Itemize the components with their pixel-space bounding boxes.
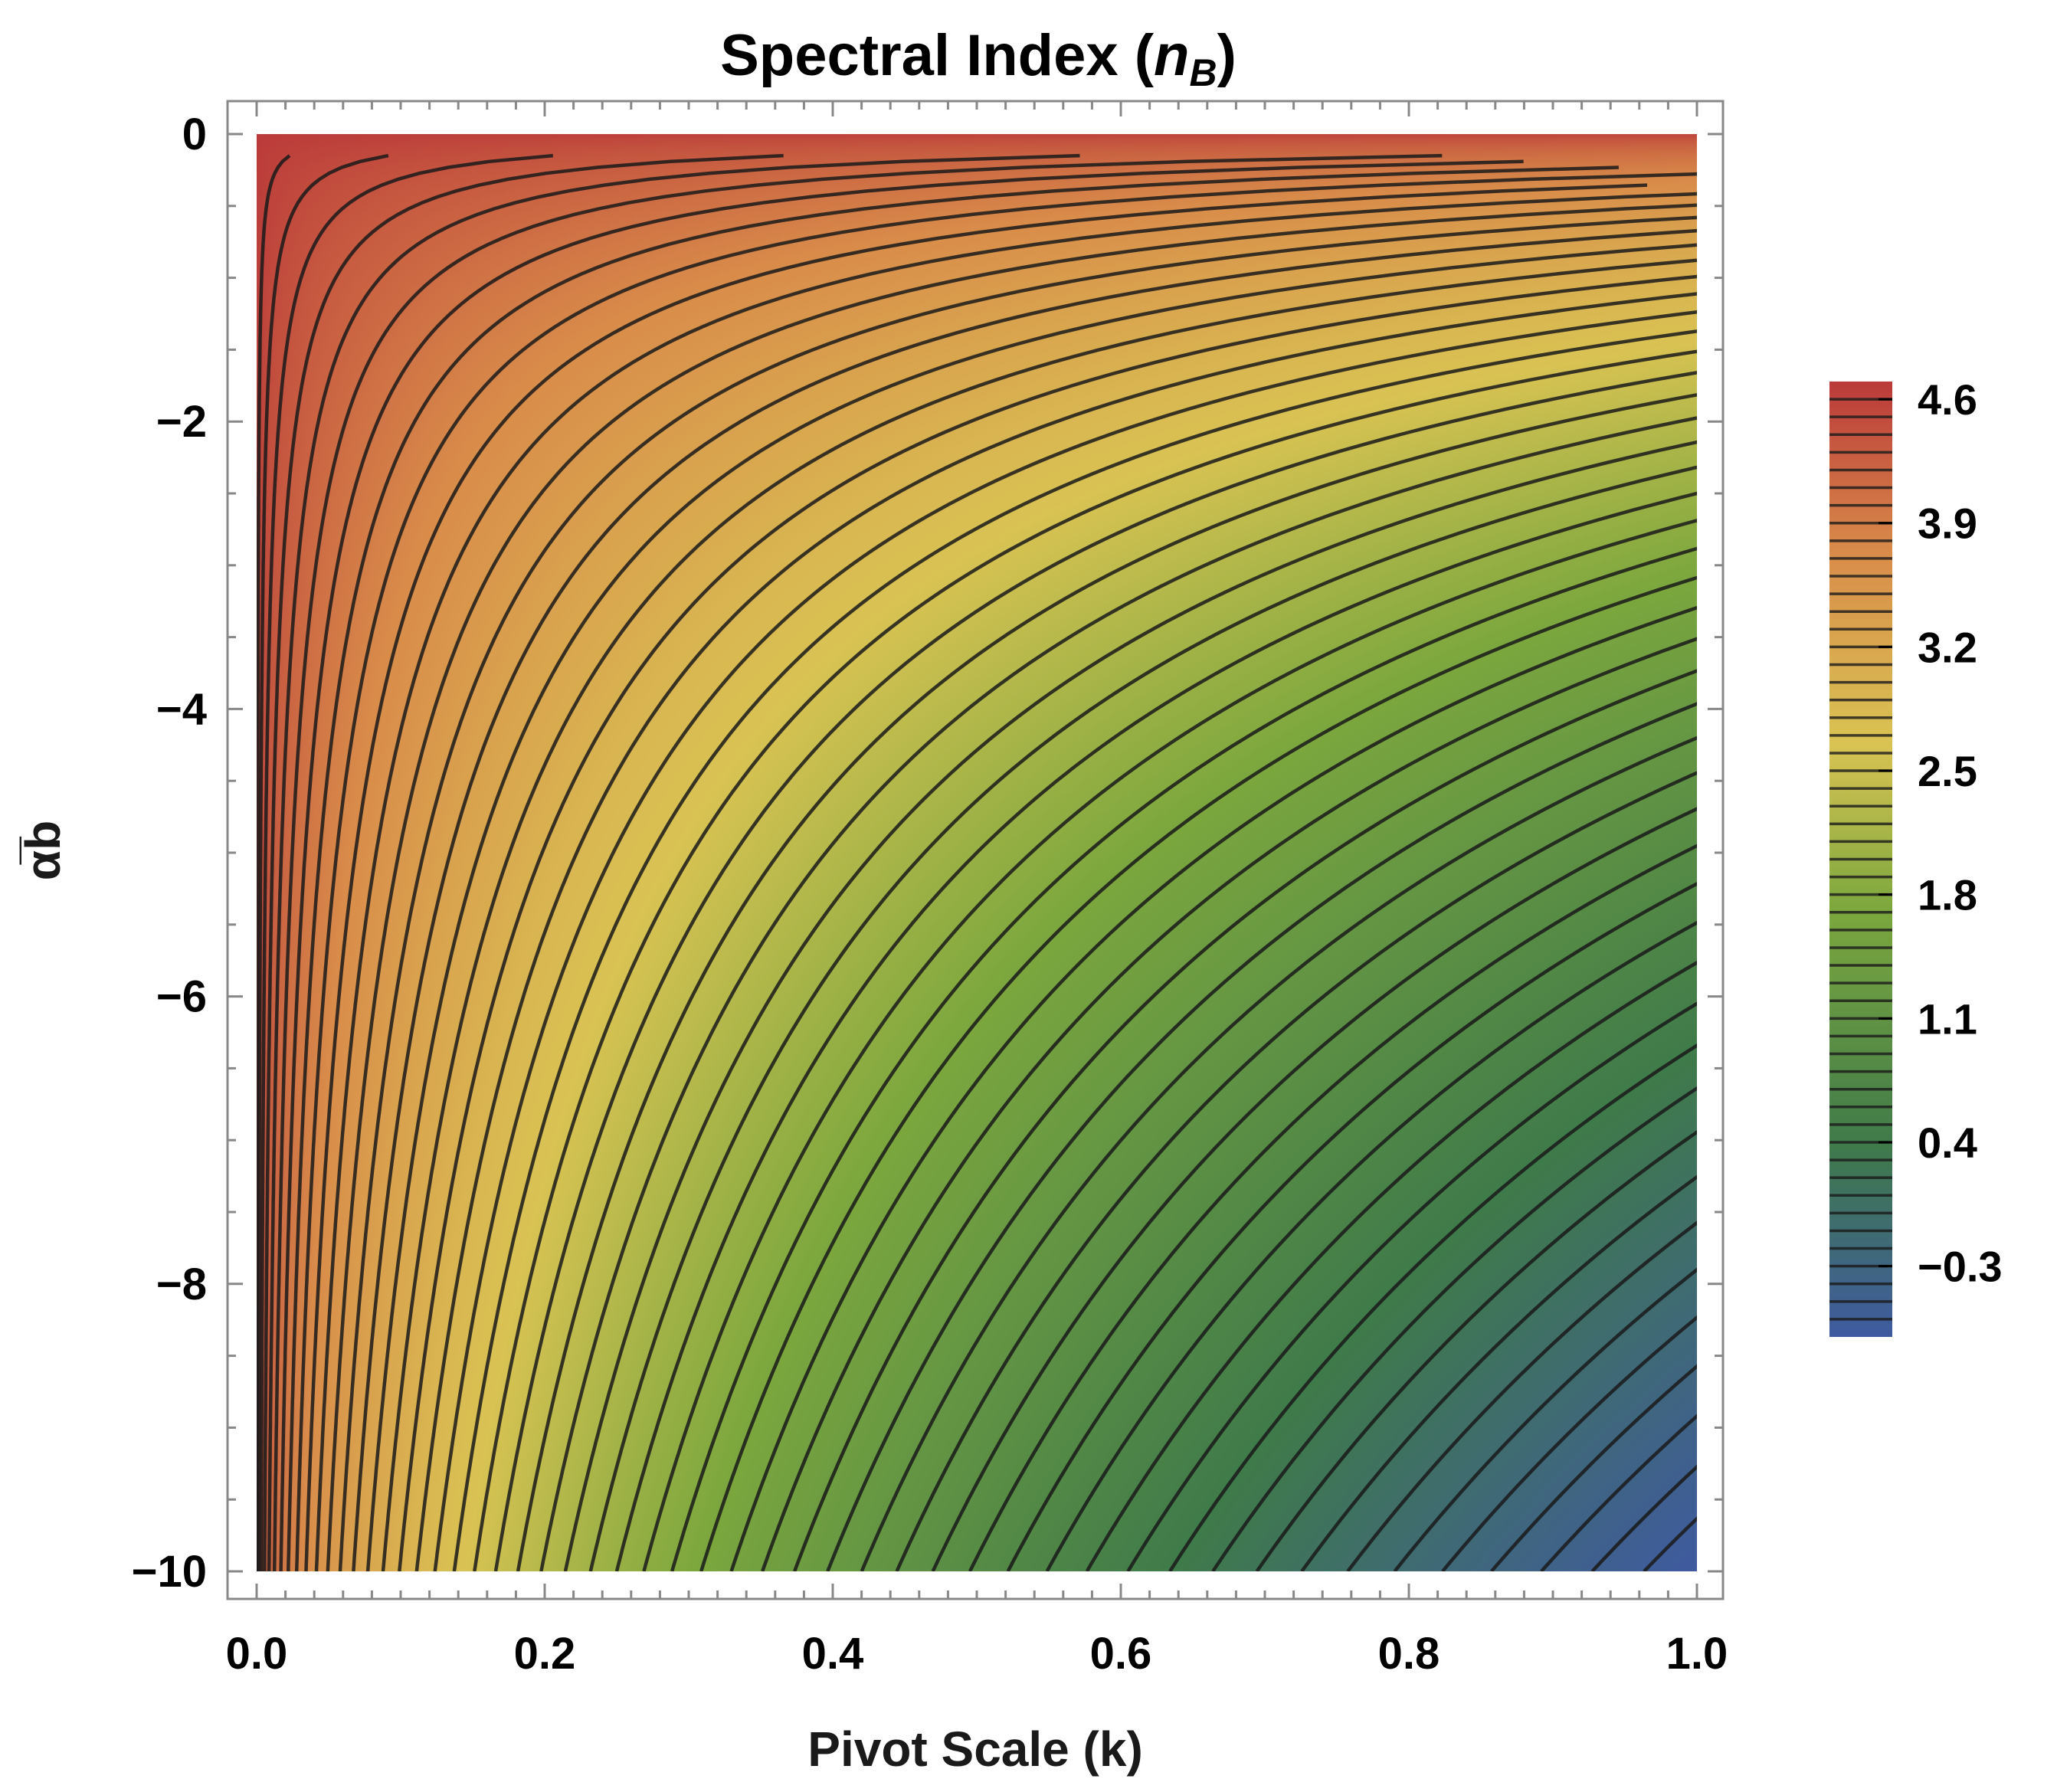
contour-line-51 [1590,1464,1697,1571]
contour-line-41 [1126,1001,1697,1571]
contour-line-28 [670,546,1697,1571]
contour-line-25 [588,465,1697,1571]
legend-label-1: 3.9 [1918,500,1977,548]
x-tick-label-4: 0.8 [1378,1629,1440,1679]
contour-line-49 [1490,1364,1697,1571]
x-tick-label-1: 0.2 [514,1629,576,1679]
contour-line-11 [326,203,1697,1571]
chart-title: Spectral Index (nB) [720,23,1236,94]
legend-label-7: −0.3 [1918,1243,2003,1291]
title-symbol: n [1154,23,1189,88]
contour-line-19 [452,329,1697,1571]
contour-line-44 [1255,1129,1697,1571]
contour-line-3 [263,153,784,1571]
legend-label-2: 3.2 [1918,623,1977,671]
contour-line-37 [968,844,1697,1571]
contour-line-38 [1006,882,1697,1571]
contour-line-16 [398,274,1697,1571]
x-tick-label-3: 0.6 [1090,1629,1152,1679]
x-tick-label-2: 0.4 [802,1629,864,1679]
contour-line-6 [279,159,1524,1571]
contour-line-35 [895,771,1697,1571]
contour-line-12 [338,215,1697,1571]
contour-line-5 [272,153,1443,1571]
contour-line-39 [1045,920,1697,1571]
contour-line-43 [1211,1086,1697,1571]
contour-line-27 [642,519,1697,1571]
y-tick-label-3: −6 [156,972,207,1022]
contour-line-2 [259,153,554,1571]
legend-label-3: 2.5 [1918,747,1977,795]
contour-line-20 [473,349,1697,1571]
contour-line-17 [414,292,1697,1571]
contour-line-26 [614,491,1697,1571]
contour-line-14 [365,243,1697,1571]
y-tick-label-4: −8 [156,1260,207,1309]
contour-line-50 [1540,1414,1697,1571]
y-tick-label-1: −2 [156,397,207,447]
y-tick-label-5: −10 [132,1547,207,1597]
legend-label-0: 4.6 [1918,375,1977,424]
contour-line-30 [729,605,1697,1571]
contour-line-23 [539,416,1697,1571]
x-tick-label-0: 0.0 [226,1629,288,1679]
contour-line-48 [1441,1315,1697,1571]
contour-line-36 [931,807,1697,1571]
contour-line-32 [792,669,1697,1571]
contour-line-52 [1643,1516,1697,1571]
contour-line-29 [699,575,1697,1571]
legend-label-5: 1.1 [1918,994,1977,1043]
contour-line-47 [1393,1267,1697,1571]
contour-line-13 [352,228,1697,1571]
legend-labels: 4.6 3.9 3.2 2.5 1.8 1.1 0.4 −0.3 [1878,375,2003,1291]
legend-label-6: 0.4 [1918,1119,1977,1167]
y-tick-label-0: 0 [182,110,207,159]
contour-line-15 [381,258,1697,1571]
contour-line-34 [860,735,1697,1571]
contour-line-42 [1168,1043,1697,1571]
contour-line-9 [304,183,1648,1571]
x-axis-label: Pivot Scale (k) [807,1722,1143,1777]
y-tick-label-2: −4 [156,684,207,734]
contour-lines [257,153,1697,1571]
contour-line-31 [761,637,1697,1571]
contour-line-21 [493,371,1697,1571]
contour-line-24 [563,440,1697,1571]
title-subscript: B [1189,51,1217,94]
contour-line-33 [826,702,1697,1571]
y-axis-label: α̅b [15,821,70,880]
x-tick-labels: 0.0 0.2 0.4 0.6 0.8 1.0 [226,1629,1728,1679]
contour-line-46 [1346,1220,1697,1571]
contour-line-7 [287,165,1619,1571]
color-legend: 4.6 3.9 3.2 2.5 1.8 1.1 0.4 −0.3 [1829,375,2003,1337]
contour-line-4 [267,153,1080,1571]
x-tick-label-5: 1.0 [1666,1629,1728,1679]
contour-line-10 [314,192,1697,1571]
contour-line-8 [294,172,1697,1571]
contour-line-0 [257,154,291,1571]
legend-label-4: 1.8 [1918,871,1977,919]
contour-line-40 [1085,960,1697,1571]
contour-line-45 [1300,1174,1697,1571]
contour-line-1 [257,153,389,1571]
frame-ticks [228,101,1723,1599]
contour-line-18 [433,310,1697,1571]
chart-title-text: Spectral Index [720,23,1119,88]
contour-line-22 [516,393,1697,1571]
y-tick-labels: 0 −2 −4 −6 −8 −10 [132,110,207,1597]
